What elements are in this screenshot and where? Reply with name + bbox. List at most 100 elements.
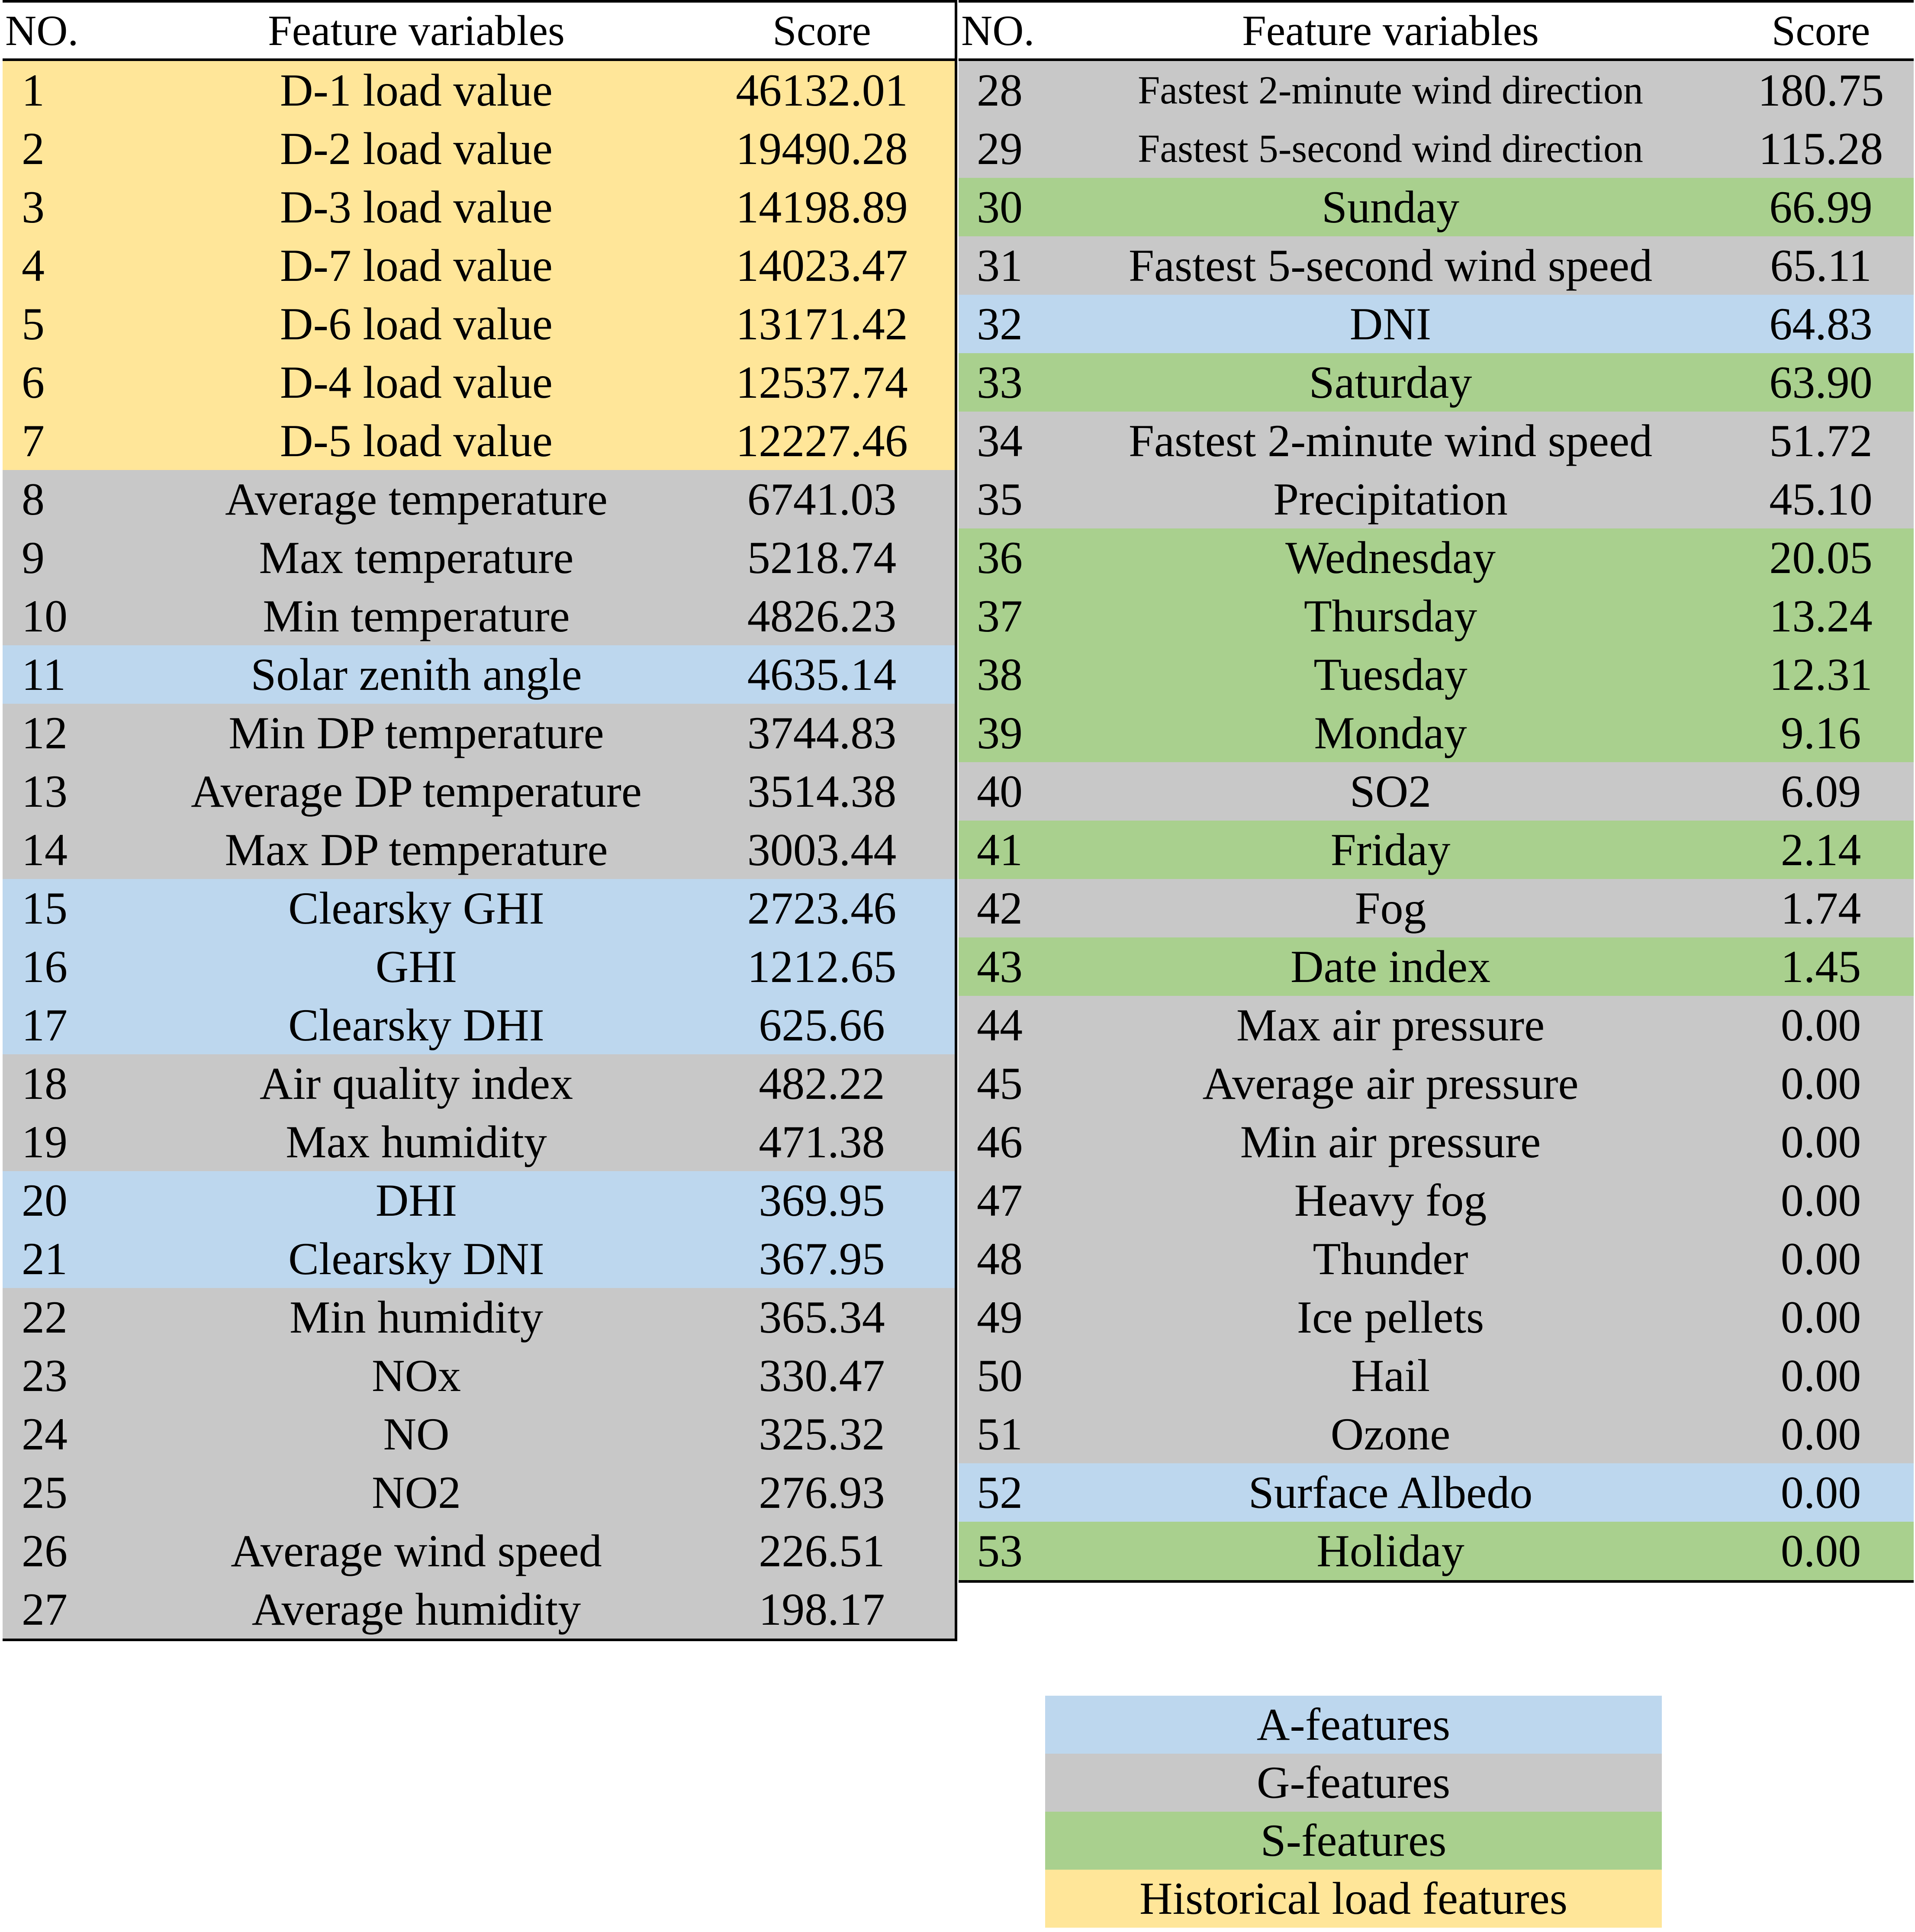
- score-value: 471.38: [759, 1117, 885, 1167]
- feature-variable: D-6 load value: [280, 299, 553, 349]
- feature-variable: D-4 load value: [280, 357, 553, 408]
- row-number: 36: [977, 532, 1023, 583]
- score-value: 12227.46: [736, 415, 908, 466]
- table-header-row: NO. Feature variables Score: [959, 0, 1914, 61]
- row-number: 48: [977, 1233, 1023, 1284]
- row-number: 44: [977, 1000, 1023, 1050]
- feature-variable: Ozone: [1330, 1409, 1451, 1459]
- feature-variable: Fastest 2-minute wind speed: [1129, 415, 1652, 466]
- feature-variable: D-3 load value: [280, 182, 553, 232]
- feature-variable: Tuesday: [1313, 649, 1468, 700]
- legend-item: Historical load features: [1045, 1870, 1662, 1928]
- row-number: 11: [22, 649, 66, 700]
- row-number: 33: [977, 357, 1023, 408]
- table-row: 50 Hail 0.00: [959, 1346, 1914, 1405]
- score-value: 4826.23: [747, 591, 897, 641]
- score-value: 63.90: [1769, 357, 1873, 408]
- table-row: 31 Fastest 5-second wind speed 65.11: [959, 236, 1914, 295]
- score-value: 1212.65: [747, 941, 897, 992]
- row-number: 51: [977, 1409, 1023, 1459]
- score-value: 2.14: [1780, 824, 1861, 875]
- score-value: 19490.28: [736, 123, 908, 174]
- table-row: 45 Average air pressure 0.00: [959, 1054, 1914, 1113]
- table-row: 22 Min humidity 365.34: [3, 1288, 956, 1346]
- table-row: 21 Clearsky DNI 367.95: [3, 1230, 956, 1288]
- table-row: 40 SO2 6.09: [959, 762, 1914, 821]
- feature-variable: Average temperature: [225, 474, 608, 525]
- feature-variable: Min air pressure: [1240, 1117, 1541, 1167]
- score-value: 14023.47: [736, 240, 908, 291]
- row-number: 26: [22, 1526, 68, 1576]
- table-row: 37 Thursday 13.24: [959, 587, 1914, 645]
- row-number: 10: [22, 591, 68, 641]
- row-number: 45: [977, 1058, 1023, 1109]
- feature-variable: Holiday: [1316, 1526, 1464, 1576]
- feature-variable: Thursday: [1303, 591, 1477, 641]
- score-value: 65.11: [1770, 240, 1872, 291]
- table-row: 30 Sunday 66.99: [959, 178, 1914, 236]
- table-row: 17 Clearsky DHI 625.66: [3, 996, 956, 1054]
- score-value: 6741.03: [747, 474, 897, 525]
- score-value: 0.00: [1780, 1409, 1861, 1459]
- row-number: 21: [22, 1233, 68, 1284]
- table-row: 34 Fastest 2-minute wind speed 51.72: [959, 412, 1914, 470]
- table-row: 46 Min air pressure 0.00: [959, 1113, 1914, 1171]
- score-value: 3514.38: [747, 766, 897, 817]
- table-row: 1 D-1 load value 46132.01: [3, 60, 956, 119]
- table-row: 47 Heavy fog 0.00: [959, 1171, 1914, 1230]
- legend-item: S-features: [1045, 1812, 1662, 1870]
- feature-variable: Max air pressure: [1236, 1000, 1545, 1050]
- score-value: 0.00: [1780, 1058, 1861, 1109]
- table-row: 23 NOx 330.47: [3, 1346, 956, 1405]
- score-value: 3003.44: [747, 824, 897, 875]
- table-row: 38 Tuesday 12.31: [959, 645, 1914, 704]
- score-value: 482.22: [759, 1058, 885, 1109]
- row-number: 1: [22, 65, 45, 116]
- score-value: 276.93: [759, 1467, 885, 1518]
- score-value: 226.51: [759, 1526, 885, 1576]
- score-value: 5218.74: [747, 532, 897, 583]
- feature-variable: Clearsky DNI: [288, 1233, 544, 1284]
- feature-variable: Wednesday: [1285, 532, 1496, 583]
- table-row: 25 NO2 276.93: [3, 1463, 956, 1522]
- table-row: 8 Average temperature 6741.03: [3, 470, 956, 528]
- score-value: 13171.42: [736, 299, 908, 349]
- table-row: 4 D-7 load value 14023.47: [3, 236, 956, 295]
- score-value: 12.31: [1769, 649, 1873, 700]
- table-row: 3 D-3 load value 14198.89: [3, 178, 956, 236]
- feature-variable: Average DP temperature: [191, 766, 642, 817]
- score-value: 51.72: [1769, 415, 1873, 466]
- table-row: 7 D-5 load value 12227.46: [3, 412, 956, 470]
- table-row: 49 Ice pellets 0.00: [959, 1288, 1914, 1346]
- score-value: 115.28: [1758, 123, 1883, 174]
- row-number: 18: [22, 1058, 68, 1109]
- table-row: 48 Thunder 0.00: [959, 1230, 1914, 1288]
- header-feature-variables: Feature variables: [1053, 0, 1728, 61]
- table-row: 36 Wednesday 20.05: [959, 528, 1914, 587]
- feature-variable: Max temperature: [259, 532, 574, 583]
- row-number: 53: [977, 1526, 1023, 1576]
- table-row: 26 Average wind speed 226.51: [3, 1522, 956, 1580]
- row-number: 35: [977, 474, 1023, 525]
- feature-variable: Max DP temperature: [225, 824, 608, 875]
- feature-variable: Min DP temperature: [229, 708, 604, 758]
- row-number: 24: [22, 1409, 68, 1459]
- score-value: 0.00: [1780, 1526, 1861, 1576]
- row-number: 46: [977, 1117, 1023, 1167]
- score-value: 0.00: [1780, 1467, 1861, 1518]
- legend-label: A-features: [1045, 1696, 1662, 1754]
- score-value: 14198.89: [736, 182, 908, 232]
- header-feature-variables: Feature variables: [144, 0, 689, 61]
- score-value: 4635.14: [747, 649, 897, 700]
- feature-variable: D-2 load value: [280, 123, 553, 174]
- table-row: 9 Max temperature 5218.74: [3, 528, 956, 587]
- row-number: 30: [977, 182, 1023, 232]
- table-row: 27 Average humidity 198.17: [3, 1580, 956, 1640]
- table-row: 39 Monday 9.16: [959, 704, 1914, 762]
- table-row: 20 DHI 369.95: [3, 1171, 956, 1230]
- table-row: 41 Friday 2.14: [959, 821, 1914, 879]
- row-number: 7: [22, 415, 45, 466]
- row-number: 43: [977, 941, 1023, 992]
- header-no: NO.: [959, 0, 1053, 61]
- feature-variable: Clearsky GHI: [288, 883, 544, 934]
